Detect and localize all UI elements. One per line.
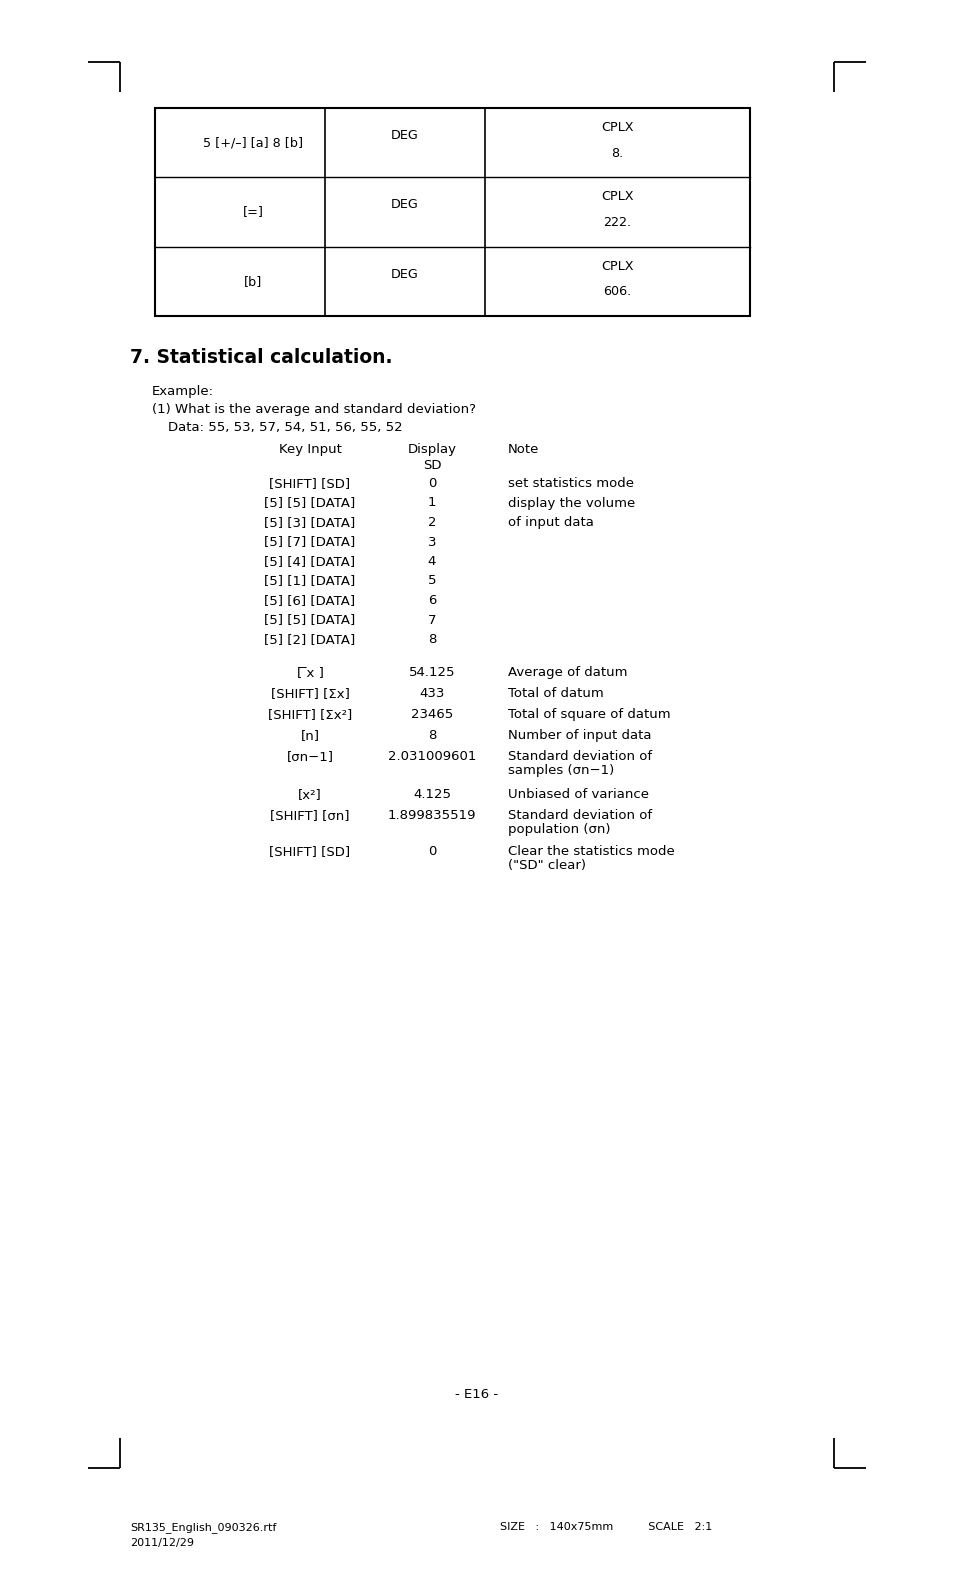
- Text: Total of square of datum: Total of square of datum: [507, 707, 670, 722]
- Text: (1) What is the average and standard deviation?: (1) What is the average and standard dev…: [152, 402, 476, 417]
- Text: Data: 55, 53, 57, 54, 51, 56, 55, 52: Data: 55, 53, 57, 54, 51, 56, 55, 52: [168, 421, 402, 434]
- Text: Average of datum: Average of datum: [507, 667, 627, 679]
- Text: [SHIFT] [Σx²]: [SHIFT] [Σx²]: [268, 707, 352, 722]
- Text: 1: 1: [427, 497, 436, 509]
- Text: DEG: DEG: [391, 267, 418, 281]
- Text: 7: 7: [427, 613, 436, 627]
- Text: [SHIFT] [σn]: [SHIFT] [σn]: [270, 810, 350, 822]
- Text: 2: 2: [427, 516, 436, 530]
- Text: [SHIFT] [SD]: [SHIFT] [SD]: [269, 846, 350, 858]
- Text: 222.: 222.: [603, 215, 631, 230]
- Text: [b]: [b]: [244, 275, 262, 288]
- Text: [5] [5] [DATA]: [5] [5] [DATA]: [264, 613, 355, 627]
- Text: CPLX: CPLX: [600, 190, 633, 203]
- Text: display the volume: display the volume: [507, 497, 635, 509]
- Text: 0: 0: [427, 476, 436, 490]
- Text: SD: SD: [422, 459, 441, 472]
- Text: [SHIFT] [SD]: [SHIFT] [SD]: [269, 476, 350, 490]
- Text: 8: 8: [427, 729, 436, 742]
- Text: 8: 8: [427, 634, 436, 646]
- Text: Note: Note: [507, 443, 538, 456]
- Text: [5] [5] [DATA]: [5] [5] [DATA]: [264, 497, 355, 509]
- Text: 54.125: 54.125: [408, 667, 455, 679]
- Text: Example:: Example:: [152, 385, 213, 398]
- Text: 6: 6: [427, 594, 436, 607]
- Text: Clear the statistics mode: Clear the statistics mode: [507, 846, 674, 858]
- Text: 7. Statistical calculation.: 7. Statistical calculation.: [130, 347, 392, 366]
- Text: set statistics mode: set statistics mode: [507, 476, 634, 490]
- Text: [5] [2] [DATA]: [5] [2] [DATA]: [264, 634, 355, 646]
- Text: [SHIFT] [Σx]: [SHIFT] [Σx]: [271, 687, 349, 700]
- Text: 5: 5: [427, 574, 436, 588]
- Text: - E16 -: - E16 -: [455, 1388, 498, 1401]
- Text: 1.899835519: 1.899835519: [387, 810, 476, 822]
- Text: ("SD" clear): ("SD" clear): [507, 858, 585, 872]
- Text: 8.: 8.: [611, 146, 623, 160]
- Text: 3: 3: [427, 536, 436, 549]
- Text: samples (σn−1): samples (σn−1): [507, 764, 614, 777]
- Bar: [154, 108, 749, 316]
- Text: 606.: 606.: [603, 285, 631, 299]
- Text: Display: Display: [407, 443, 456, 456]
- Text: CPLX: CPLX: [600, 121, 633, 134]
- Text: [5] [4] [DATA]: [5] [4] [DATA]: [264, 555, 355, 567]
- Text: [5] [7] [DATA]: [5] [7] [DATA]: [264, 536, 355, 549]
- Text: CPLX: CPLX: [600, 259, 633, 272]
- Text: 23465: 23465: [411, 707, 453, 722]
- Text: Unbiased of variance: Unbiased of variance: [507, 788, 648, 802]
- Text: DEG: DEG: [391, 129, 418, 141]
- Text: 2.031009601: 2.031009601: [388, 750, 476, 762]
- Text: SIZE   :   140x75mm          SCALE   2:1: SIZE : 140x75mm SCALE 2:1: [499, 1522, 712, 1533]
- Text: [ ̅x ]: [ ̅x ]: [296, 667, 323, 679]
- Text: [=]: [=]: [242, 206, 263, 219]
- Text: 4: 4: [427, 555, 436, 567]
- Text: [σn−1]: [σn−1]: [286, 750, 334, 762]
- Text: [5] [6] [DATA]: [5] [6] [DATA]: [264, 594, 355, 607]
- Text: Standard deviation of: Standard deviation of: [507, 750, 652, 762]
- Text: 0: 0: [427, 846, 436, 858]
- Text: Total of datum: Total of datum: [507, 687, 603, 700]
- Text: Number of input data: Number of input data: [507, 729, 651, 742]
- Text: 5 [+/–] [a] 8 [b]: 5 [+/–] [a] 8 [b]: [203, 137, 303, 149]
- Text: Key Input: Key Input: [278, 443, 341, 456]
- Text: DEG: DEG: [391, 198, 418, 212]
- Text: 4.125: 4.125: [413, 788, 451, 802]
- Text: 2011/12/29: 2011/12/29: [130, 1537, 193, 1548]
- Text: population (σn): population (σn): [507, 824, 610, 836]
- Text: [n]: [n]: [300, 729, 319, 742]
- Text: [5] [1] [DATA]: [5] [1] [DATA]: [264, 574, 355, 588]
- Text: [5] [3] [DATA]: [5] [3] [DATA]: [264, 516, 355, 530]
- Text: [x²]: [x²]: [297, 788, 321, 802]
- Text: SR135_English_090326.rtf: SR135_English_090326.rtf: [130, 1522, 276, 1533]
- Text: 433: 433: [419, 687, 444, 700]
- Text: of input data: of input data: [507, 516, 594, 530]
- Text: Standard deviation of: Standard deviation of: [507, 810, 652, 822]
